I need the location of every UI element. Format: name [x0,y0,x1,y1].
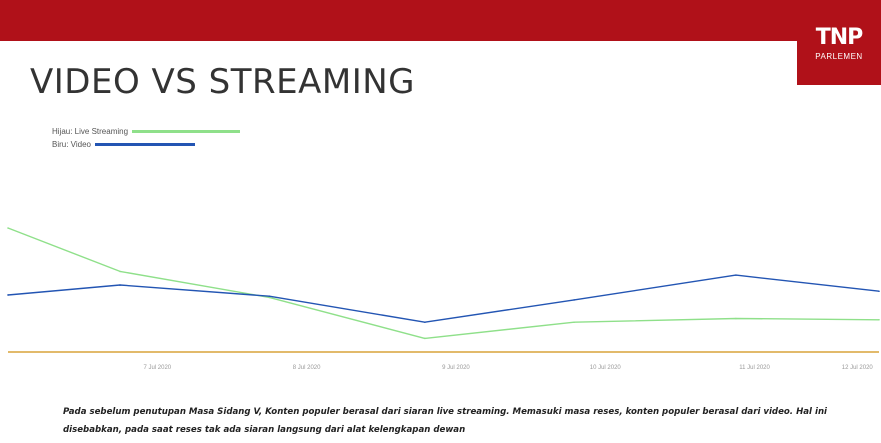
legend-item-live-streaming: Hijau: Live Streaming [52,125,241,138]
tvp-logo: TNP PARLEMEN [797,0,881,85]
x-tick-label: 11 Jul 2020 [739,365,770,371]
data-point-live-streaming [878,318,880,321]
chart-caption: Pada sebelum penutupan Masa Sidang V, Ko… [63,407,828,435]
legend-swatch-live-streaming [132,130,241,133]
data-point-live-streaming [7,227,9,229]
header-bar [0,0,881,41]
data-point-video [424,321,426,324]
x-tick-label: 8 Jul 2020 [293,365,321,371]
legend-swatch-video [95,143,195,146]
legend-label-video: Biru: Video [52,140,91,149]
x-tick-label: 10 Jul 2020 [590,365,622,371]
data-point-live-streaming [735,317,737,320]
legend-item-video: Biru: Video [52,138,240,151]
x-tick-label: 9 Jul 2020 [442,365,470,371]
data-point-video [119,284,121,286]
data-point-live-streaming [268,296,271,299]
logo-subtext: PARLEMEN [815,52,863,61]
data-point-live-streaming [424,337,426,340]
legend-label-live-streaming: Hijau: Live Streaming [52,127,129,136]
data-point-live-streaming [119,270,121,273]
data-point-live-streaming [573,321,575,324]
logo-text: TNP [815,25,864,50]
page-title: VIDEO VS STREAMING [30,62,416,102]
chart-legend: Hijau: Live Streaming Biru: Video [52,125,241,151]
series-line-video [7,274,880,323]
data-point-video [268,295,271,298]
series-line-live-streaming [7,227,880,340]
data-point-video [878,290,880,293]
x-tick-label: 12 Jul 2020 [842,365,874,371]
data-point-video [735,274,737,276]
x-tick-label: 7 Jul 2020 [143,365,171,371]
data-point-video [573,299,575,301]
data-point-video [7,294,9,296]
